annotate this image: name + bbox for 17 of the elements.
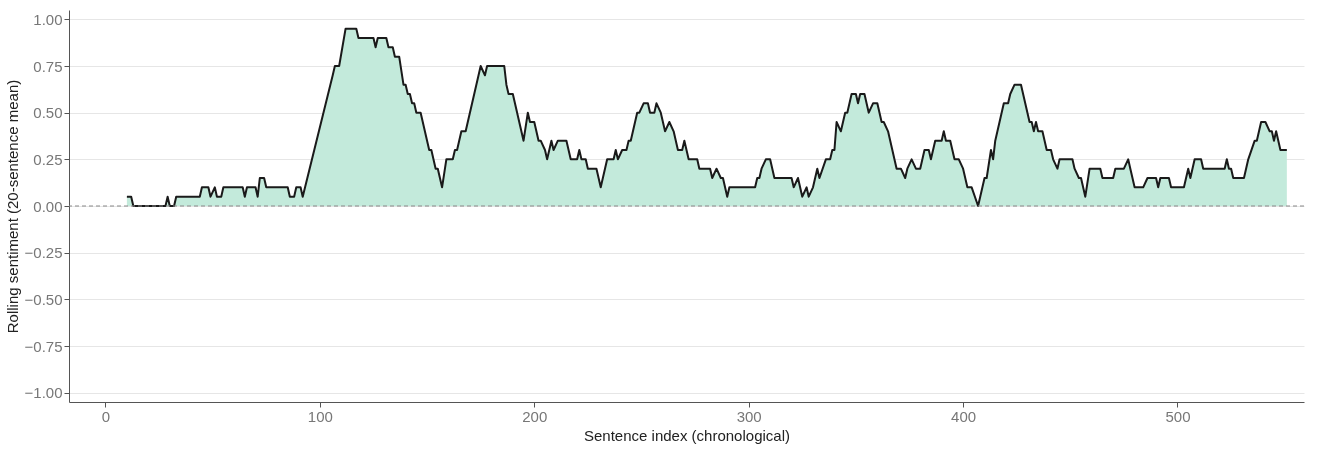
y-axis-title: Rolling sentiment (20-sentence mean): [3, 79, 21, 334]
x-axis-title: Sentence index (chronological): [584, 426, 790, 444]
y-tick-label: 0.00: [33, 197, 63, 215]
y-tick-label: −0.25: [24, 244, 63, 262]
x-tick-label: 0: [101, 407, 111, 425]
y-tick-label: −1.00: [24, 384, 63, 402]
y-tick-label: 0.25: [33, 150, 63, 168]
x-tick-label: 300: [736, 407, 762, 425]
x-tick-label: 200: [522, 407, 548, 425]
y-tick-label: 0.75: [33, 57, 63, 75]
y-tick-label: 1.00: [33, 10, 63, 28]
x-tick-label: 400: [951, 407, 977, 425]
x-tick-label: 100: [307, 407, 333, 425]
y-tick-label: −0.75: [24, 337, 63, 355]
x-tick-label: 500: [1165, 407, 1191, 425]
y-tick-label: 0.50: [33, 104, 63, 122]
y-tick-label: −0.50: [24, 290, 63, 308]
